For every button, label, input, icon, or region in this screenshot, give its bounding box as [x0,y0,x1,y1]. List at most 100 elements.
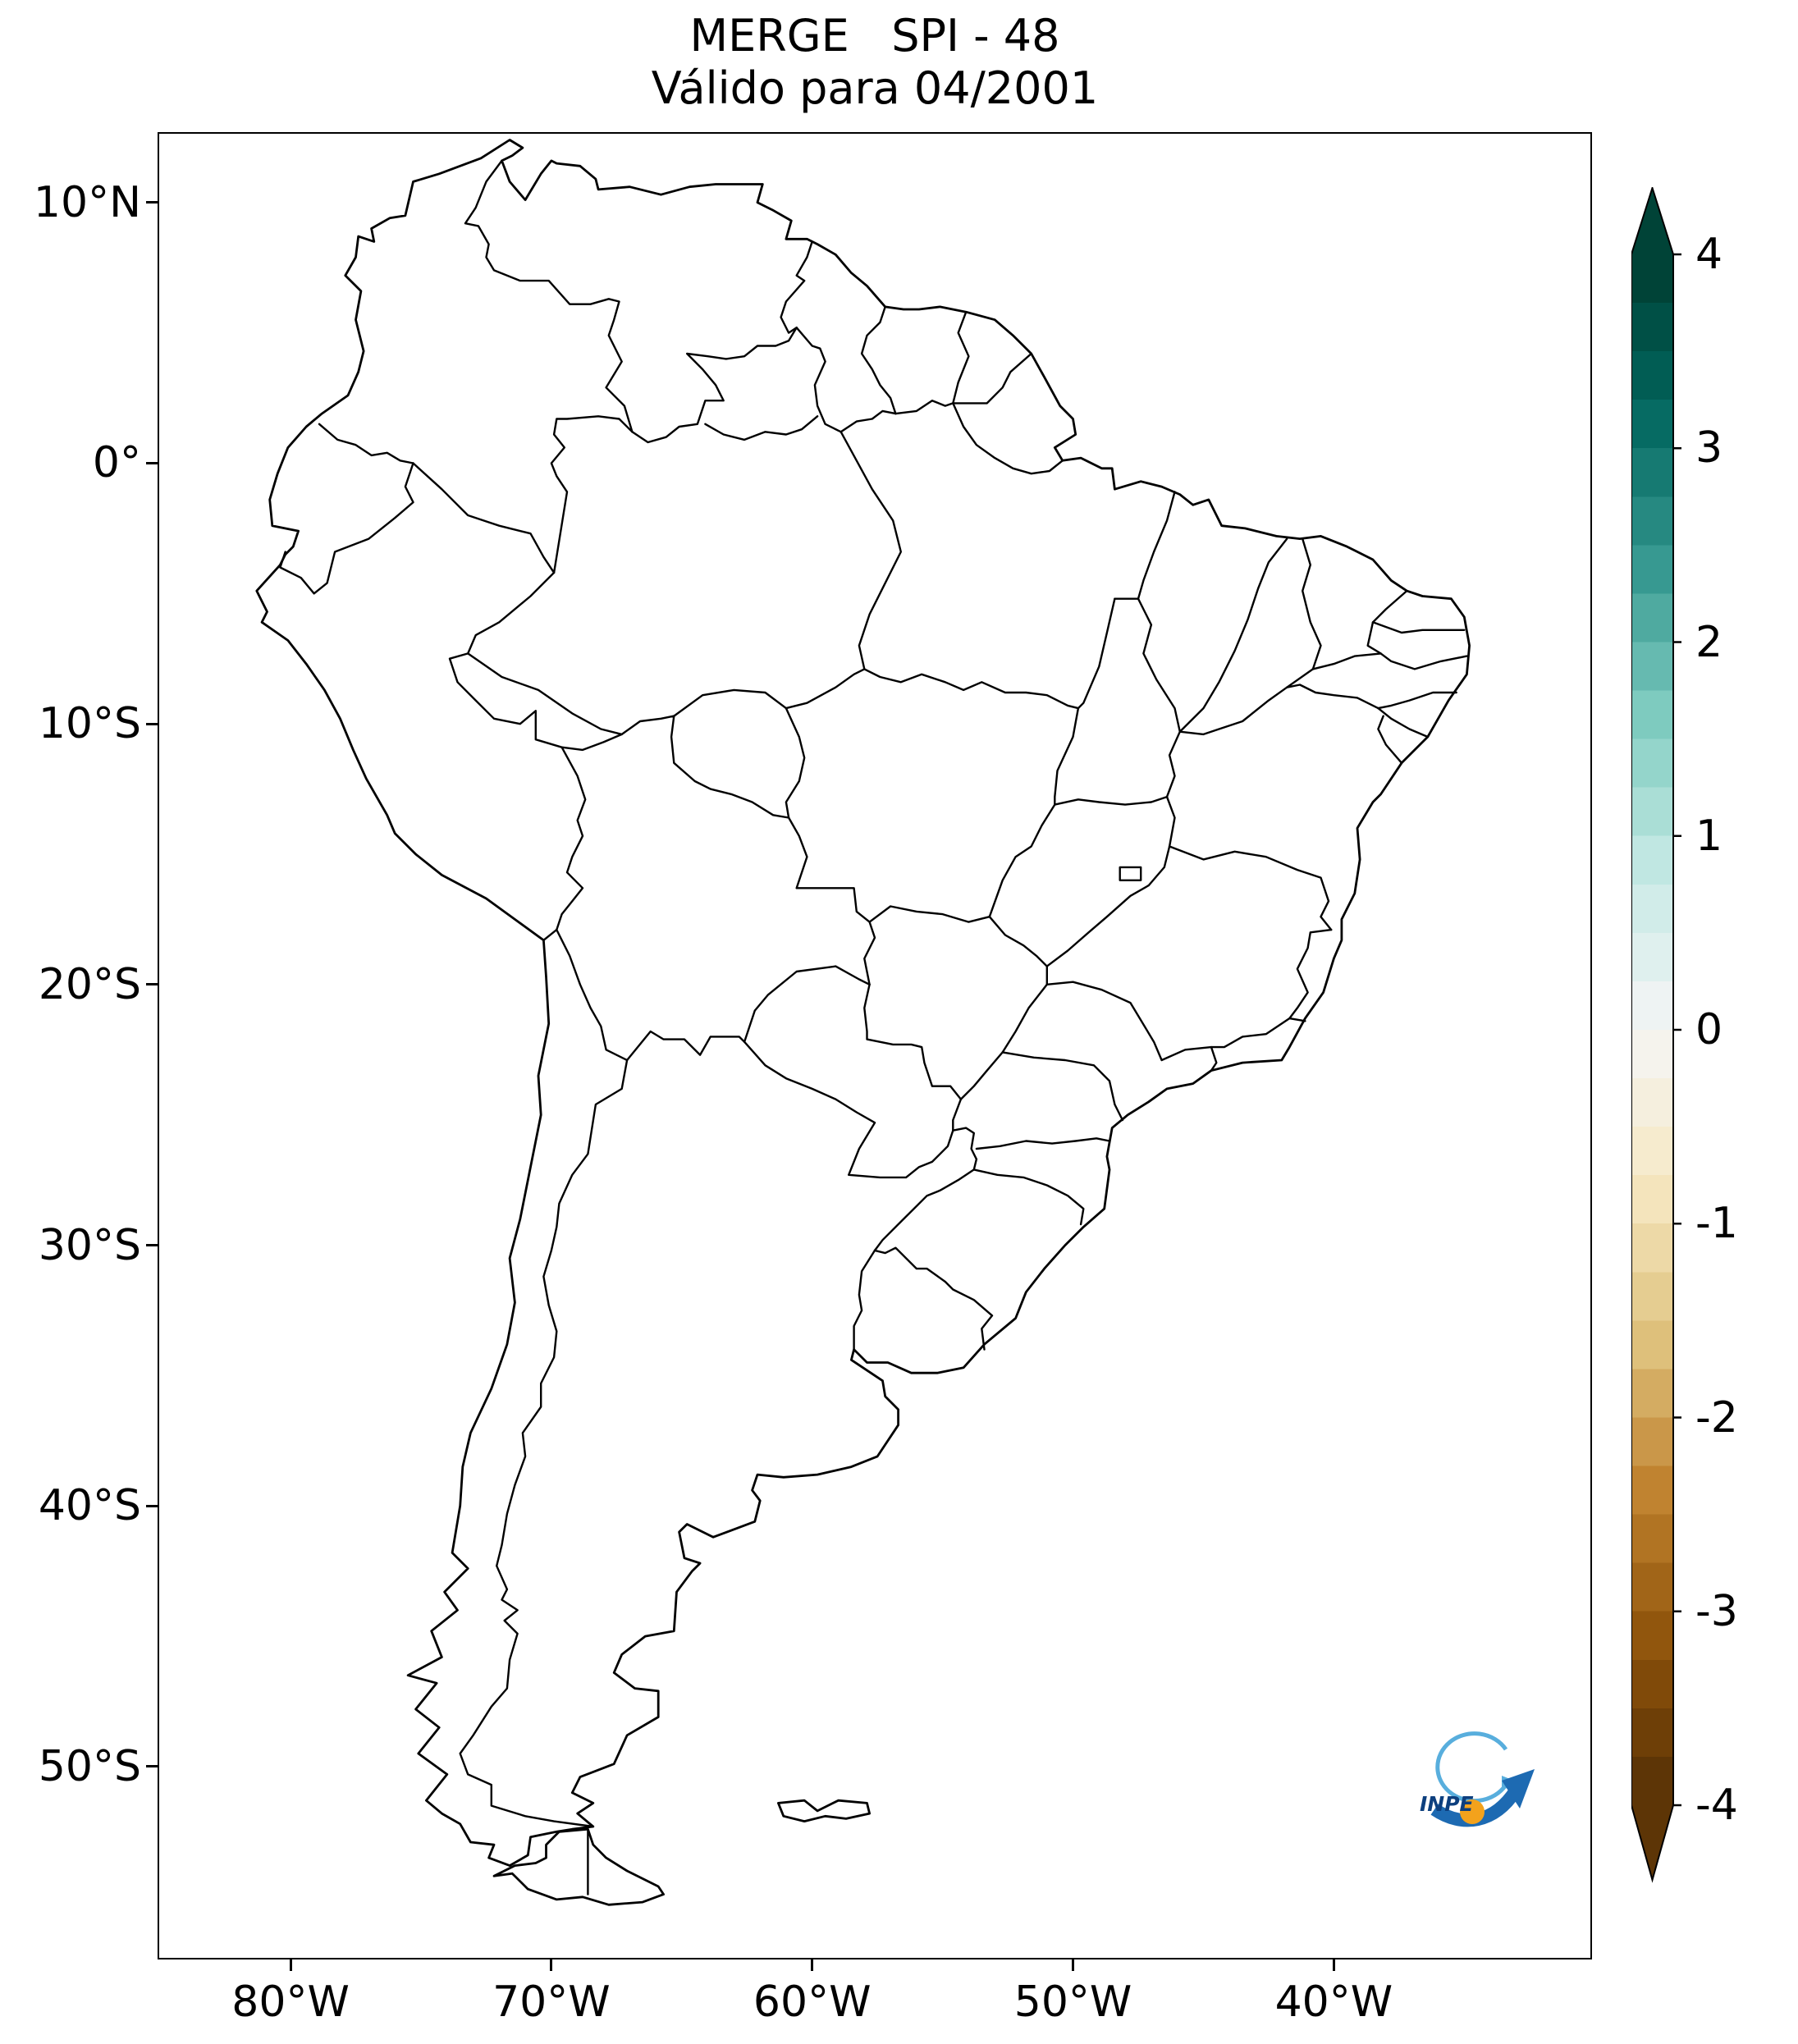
colorbar [1631,187,1681,1883]
y-axis-tick [146,722,158,725]
country-border [853,1249,876,1351]
state-border [863,668,1080,710]
country-border [412,462,556,574]
colorbar-bar [1631,187,1674,1883]
country-border [873,1127,978,1252]
figure-title: MERGE SPI - 48 [689,10,1060,62]
inpe-logo: INPE [1420,1731,1535,1827]
state-border [988,803,1056,918]
country-border [560,715,876,986]
y-axis-tick [146,983,158,986]
y-axis-tick [146,1504,158,1507]
x-tick-label: 80°W [231,1978,350,2027]
y-tick-label: 50°S [38,1741,141,1791]
state-border [1371,621,1466,634]
country-border [279,462,414,595]
state-border [673,688,788,717]
colorbar-tick-label: 4 [1695,230,1723,279]
state-border [1054,597,1116,806]
country-border [952,352,1032,405]
logo-swoosh-arrowhead-icon [1502,1769,1535,1809]
country-border [556,746,587,931]
country-border [863,983,963,1132]
state-border [785,706,806,819]
country-border [459,1059,629,1828]
state-border [959,983,1049,1100]
colorbar-tick-label: 0 [1695,1005,1723,1054]
colorbar-tick-label: -3 [1695,1586,1738,1636]
country-border [550,415,634,574]
colorbar-tick-label: -1 [1695,1199,1738,1249]
colorbar-ticks [1673,253,1681,1807]
south-america-map [255,139,1471,1906]
state-border [1311,652,1468,670]
x-tick-label: 60°W [753,1978,872,2027]
state-border [785,668,866,710]
state-border [1137,597,1182,733]
state-border [1210,1045,1218,1072]
state-border [1114,491,1176,600]
x-tick-label: 50°W [1013,1978,1132,2027]
country-border [318,423,414,464]
x-axis-tick [1072,1959,1075,1971]
state-border [1377,691,1457,710]
state-border [1165,795,1176,848]
state-border [1001,1051,1124,1122]
state-border [975,1137,1111,1150]
coastline [777,1799,871,1823]
country-border [631,327,798,444]
colorbar-tick-label: 2 [1695,617,1723,667]
state-border [1045,845,1171,986]
coastline [255,139,1471,1868]
country-border [625,1030,746,1062]
state-border [1285,684,1430,738]
country-border [743,1040,954,1179]
country-border [952,310,970,405]
state-border [1165,730,1182,798]
y-tick-label: 20°S [38,959,141,1009]
x-axis-tick [289,1959,292,1971]
state-border [1045,981,1213,1062]
y-tick-label: 0° [92,438,141,488]
y-axis-tick [146,461,158,464]
country-border [542,928,558,941]
country-border [894,400,954,415]
x-axis-tick [550,1959,553,1971]
state-border [467,652,623,736]
logo-orange-ball-icon [1460,1799,1485,1824]
colorbar-tick-label: 3 [1695,423,1723,473]
state-border [840,431,902,670]
state-border [1178,668,1315,736]
y-axis-tick [146,1765,158,1768]
y-axis-tick [146,1244,158,1247]
x-tick-label: 40°W [1274,1978,1393,2027]
y-tick-label: 10°S [38,699,141,749]
country-border [448,571,563,748]
state-border [988,916,1049,967]
state-border [1119,866,1142,881]
y-tick-label: 10°N [33,177,141,227]
state-border [1301,537,1322,670]
country-border [780,240,813,334]
state-border [1371,589,1408,624]
y-tick-label: 30°S [38,1220,141,1270]
x-tick-label: 70°W [492,1978,611,2027]
map-frame [158,132,1592,1959]
state-border [952,402,1064,475]
colorbar-tick-label: -2 [1695,1392,1738,1443]
state-border [1178,537,1288,733]
y-tick-label: 40°S [38,1481,141,1531]
country-border [464,159,634,433]
country-border [795,327,897,433]
logo-text: INPE [1420,1792,1474,1816]
figure-title-block: MERGE SPI - 48 Válido para 04/2001 [158,10,1592,115]
state-border [972,1168,1085,1226]
country-border [556,928,629,1062]
coastline [492,1827,665,1906]
figure-subtitle: Válido para 04/2001 [651,62,1099,114]
x-axis-tick [811,1959,814,1971]
country-border [743,965,871,1043]
state-border [1377,715,1403,764]
logo-swirl-arc-icon [1435,1731,1510,1804]
